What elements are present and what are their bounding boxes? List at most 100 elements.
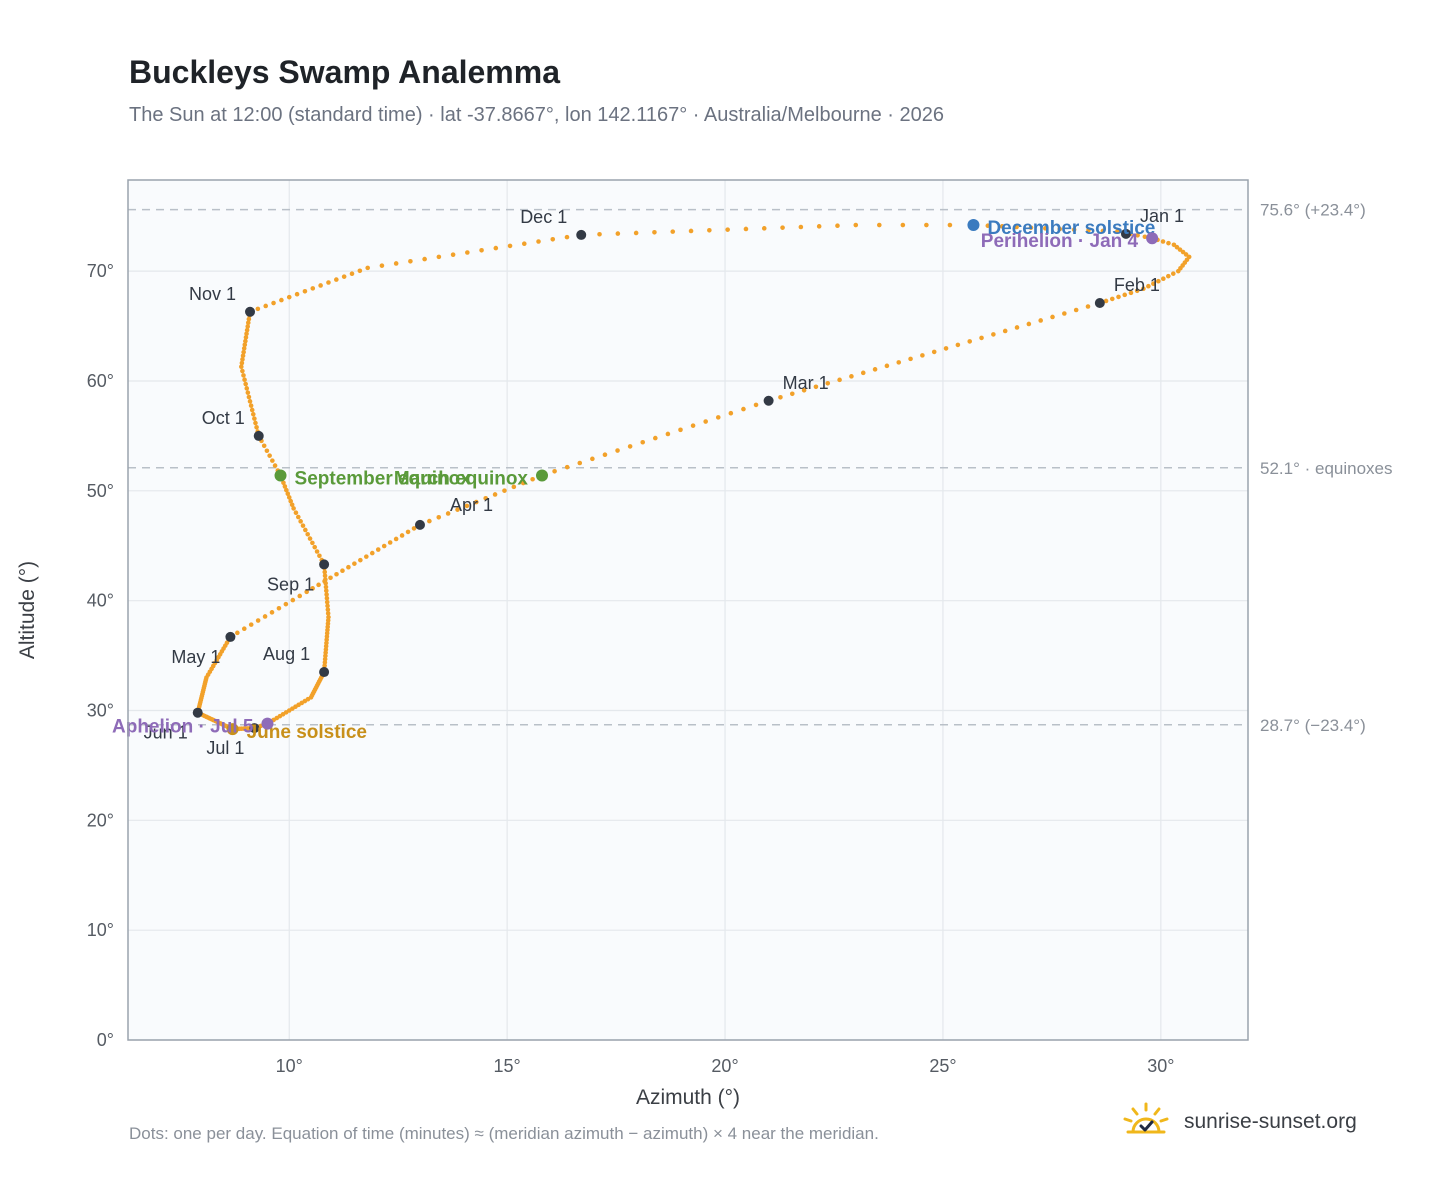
day-dot [1028,225,1034,230]
day-dot [753,402,759,408]
day-dot [246,316,252,322]
day-dot [276,605,282,611]
day-dot [707,228,712,233]
day-dot [564,464,570,470]
day-dot [290,597,296,603]
day-dot [334,571,339,577]
day-dot [245,390,251,395]
day-dot [436,514,442,520]
day-dot [240,353,246,359]
month-markers: Jan 1 Feb 1 Mar 1 Apr 1 May 1 Jun 1 Jul 1 Aug 1… [144,206,1184,758]
day-dot [323,580,328,586]
day-dot [1166,273,1171,279]
reference-line-label: 52.1° · equinoxes [1260,459,1393,478]
day-dot [896,360,902,365]
day-dot [302,288,308,294]
day-dot [255,306,261,312]
day-dot [317,553,322,559]
day-dot [326,280,331,285]
day-dot [1156,278,1161,284]
day-dot [1135,232,1140,238]
day-dot [242,342,248,348]
day-dot [474,499,479,505]
month-marker-label: Oct 1 [202,408,245,428]
day-dot [399,533,405,538]
day-dot [967,339,973,344]
month-marker-dot [253,430,264,441]
day-dot [294,291,300,297]
day-dot [279,297,284,303]
day-dot [780,225,785,230]
day-dot [1114,229,1120,234]
day-dot [602,452,608,458]
day-dot [310,286,316,291]
day-dot [798,224,804,230]
day-dot [253,420,258,426]
day-dot [346,564,351,570]
day-dot [640,439,646,445]
day-dot [326,614,331,620]
day-dot [240,368,245,374]
day-dot [872,367,878,372]
event-marker-label: Perihelion · Jan 4 [981,231,1139,252]
day-dot [590,456,595,462]
day-dot [1166,240,1171,246]
day-dot [999,224,1005,229]
day-dot [325,603,330,609]
month-marker-dot [763,395,774,406]
day-dot [239,360,245,366]
day-dot [241,626,247,632]
month-marker-label: Jun 1 [144,723,188,743]
day-dot [325,607,331,612]
day-dot [379,263,385,268]
day-dot [436,254,442,260]
day-dot [931,349,937,355]
month-marker-label: Aug 1 [263,644,310,664]
day-dot [300,523,306,528]
day-dot [849,374,854,379]
event-marker-dot [1146,232,1159,245]
month-marker-label: Dec 1 [520,207,567,227]
day-dot [303,527,308,533]
month-marker-dot [319,559,330,570]
day-dot [835,223,840,228]
day-dot [264,448,270,454]
day-dot [286,294,292,300]
day-dot [422,256,427,262]
month-marker-label: Jan 1 [1140,206,1184,226]
day-dot [627,444,633,449]
day-dot [884,363,890,369]
day-dot [778,394,783,400]
brand[interactable]: sunrise-sunset.org [1120,1102,1357,1141]
day-dot [408,258,413,264]
day-dot [364,554,369,559]
day-dot [240,357,245,362]
day-dot [261,443,267,449]
day-dot [250,411,256,417]
day-dot [530,476,535,482]
day-dot [375,547,381,552]
day-dot [272,463,278,468]
day-dot [254,424,259,430]
day-dot [282,484,288,489]
day-dot [728,410,734,416]
day-dot [283,601,289,607]
day-dot [743,226,749,232]
reference-lines: 75.6° (+23.4°) 52.1° · equinoxes 28.7° (−2… [128,201,1393,735]
event-marker-dot [274,469,287,482]
day-dot [991,332,996,337]
day-dot [304,589,309,595]
day-dot [1038,318,1043,323]
reference-line-label: 28.7° (−23.4°) [1260,716,1366,735]
month-marker-dot [225,631,236,642]
day-dot [1062,311,1067,316]
day-dot [1170,271,1176,276]
day-dot [1043,226,1048,231]
day-dot [387,540,393,545]
day-dot [1116,294,1121,300]
day-dot [310,586,315,591]
day-dot [312,544,318,550]
day-dot [284,487,289,493]
x-tick-label: 10° [276,1056,303,1076]
day-dot [271,300,276,306]
